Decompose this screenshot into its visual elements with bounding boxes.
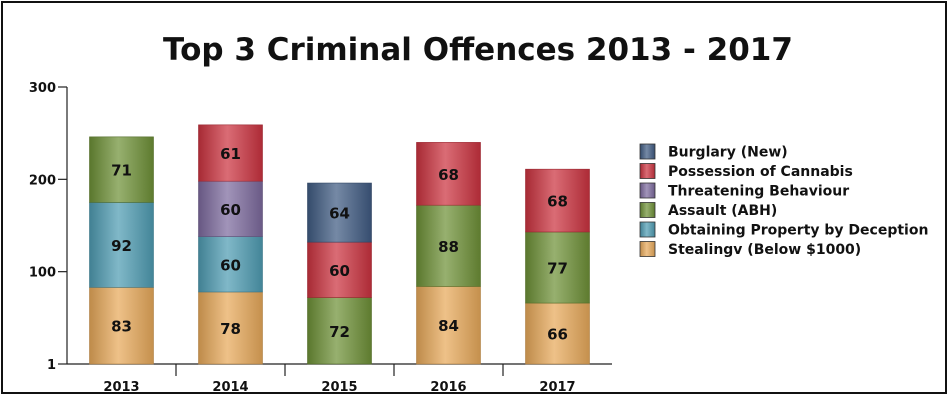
legend-label: Stealingv (Below $1000) — [668, 242, 861, 258]
legend: Burglary (New) Possession of Cannabis Thre… — [639, 143, 928, 259]
x-axis: 2013 2014 2015 2016 2017 — [67, 363, 612, 395]
bar-segment-assault-abh[interactable] — [525, 231, 590, 304]
legend-item-burglary-new[interactable]: Burglary (New) — [639, 143, 788, 161]
data-label: 68 — [438, 166, 459, 184]
legend-swatch — [639, 202, 656, 218]
legend-label: Obtaining Property by Deception — [668, 223, 928, 239]
data-label: 60 — [220, 201, 241, 219]
data-label: 60 — [329, 262, 350, 280]
bar-stack-2015: 72 60 64 — [307, 182, 372, 365]
x-tick-label: 2016 — [430, 380, 466, 395]
legend-swatch — [639, 221, 656, 238]
legend-swatch — [639, 182, 656, 199]
bar-segment-possession-of-cannabis[interactable] — [416, 142, 481, 206]
bar-stack-2016: 84 88 68 — [416, 142, 481, 365]
x-tick-label: 2017 — [539, 380, 575, 395]
bar-segment-threatening-behaviour[interactable] — [198, 180, 263, 237]
bar-stack-2014: 78 60 60 61 — [198, 124, 263, 365]
legend-item-assault-abh[interactable]: Assault (ABH) — [639, 202, 777, 220]
y-axis: 1 100 200 300 — [29, 81, 68, 373]
legend-swatch — [639, 143, 656, 160]
bar-segment-assault-abh[interactable] — [89, 136, 154, 203]
legend-swatch — [639, 241, 656, 257]
legend-label: Burglary (New) — [668, 145, 788, 161]
bar-segment-assault-abh[interactable] — [416, 204, 481, 287]
bar-stack-2017: 66 77 68 — [525, 168, 590, 365]
bar-segment-stealingv-below-1000[interactable] — [89, 287, 154, 365]
data-label: 77 — [547, 260, 568, 278]
y-tick-label: 100 — [29, 266, 56, 281]
legend-label: Assault (ABH) — [668, 203, 777, 219]
legend-label: Possession of Cannabis — [668, 164, 853, 180]
data-label: 71 — [111, 162, 132, 180]
bar-segment-stealingv-below-1000[interactable] — [416, 286, 481, 365]
data-label: 64 — [329, 205, 350, 223]
bar-segment-possession-of-cannabis[interactable] — [198, 124, 263, 182]
data-label: 88 — [438, 238, 459, 256]
data-label: 84 — [438, 317, 459, 335]
data-label: 92 — [111, 237, 132, 255]
bar-segment-assault-abh[interactable] — [307, 297, 372, 365]
legend-item-stealingv-below-1000[interactable]: Stealingv (Below $1000) — [639, 241, 861, 259]
data-label: 61 — [220, 145, 241, 163]
legend-item-threatening-behaviour[interactable]: Threatening Behaviour — [639, 182, 849, 200]
y-tick-label: 300 — [29, 81, 56, 96]
data-label: 72 — [329, 323, 350, 341]
legend-swatch — [639, 163, 656, 179]
bar-stack-2013: 83 92 71 — [89, 136, 154, 365]
data-label: 68 — [547, 193, 568, 211]
bar-segment-obtaining-property-by-deception[interactable] — [89, 202, 154, 288]
x-tick-label: 2015 — [321, 380, 357, 395]
y-tick-label: 1 — [47, 358, 56, 373]
bar-segment-stealingv-below-1000[interactable] — [198, 291, 263, 365]
x-tick-label: 2014 — [212, 380, 248, 395]
bar-segment-obtaining-property-by-deception[interactable] — [198, 236, 263, 293]
bar-segment-possession-of-cannabis[interactable] — [525, 168, 590, 233]
bar-segment-possession-of-cannabis[interactable] — [307, 241, 372, 298]
bar-segment-burglary-new[interactable] — [307, 182, 372, 243]
data-label: 66 — [547, 326, 568, 344]
legend-item-obtaining-property-by-deception[interactable]: Obtaining Property by Deception — [639, 221, 928, 239]
x-tick-label: 2013 — [103, 380, 139, 395]
y-tick-label: 200 — [29, 173, 56, 188]
data-label: 83 — [111, 318, 132, 336]
data-label: 60 — [220, 256, 241, 274]
data-label: 78 — [220, 320, 241, 338]
bars: 83 92 71 78 60 60 61 72 60 64 84 88 68 66 77 68 — [89, 124, 590, 365]
legend-label: Threatening Behaviour — [668, 184, 849, 200]
legend-item-possession-of-cannabis[interactable]: Possession of Cannabis — [639, 163, 853, 181]
chart-title: Top 3 Criminal Offences 2013 - 2017 — [163, 32, 793, 68]
